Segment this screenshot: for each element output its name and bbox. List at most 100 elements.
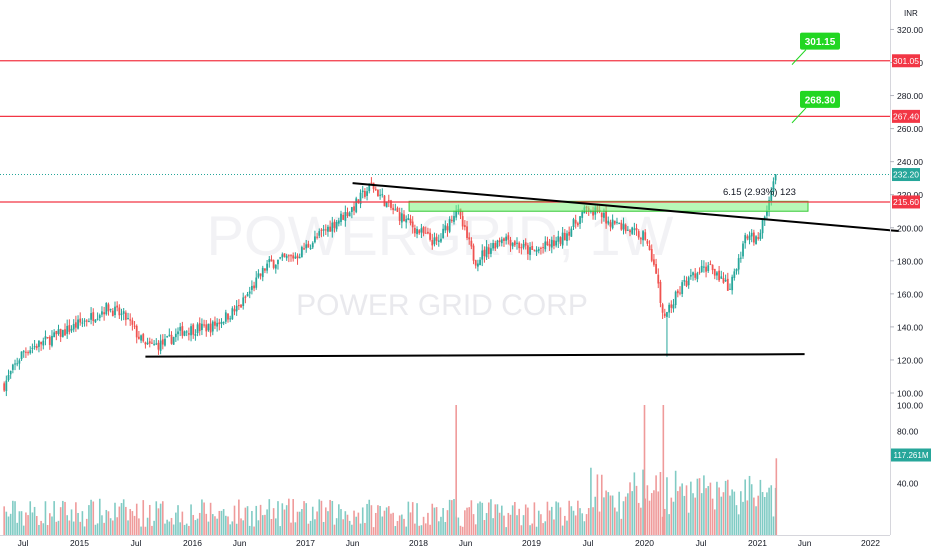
volume-spike-bar: [662, 405, 665, 535]
candle-body: [235, 305, 238, 312]
volume-bar: [333, 524, 336, 535]
volume-bar: [427, 512, 429, 535]
volume-bar: [490, 499, 492, 535]
volume-bar: [101, 515, 103, 535]
candle-body: [535, 250, 538, 252]
target-box[interactable]: [800, 32, 840, 50]
candle-body: [11, 364, 14, 370]
volume-bar: [683, 495, 686, 535]
candle-body: [550, 239, 553, 248]
candle-body: [57, 329, 60, 334]
volume-bar: [655, 475, 657, 535]
candle-body: [316, 236, 318, 238]
candle-body: [44, 336, 47, 340]
candle-body: [650, 249, 653, 261]
candle-body: [244, 296, 247, 298]
candle-body: [303, 248, 305, 250]
candle-body: [453, 216, 455, 222]
volume-bar: [35, 516, 38, 535]
volume-bar: [516, 515, 518, 535]
volume-bar: [305, 503, 308, 535]
volume-bar: [637, 502, 640, 535]
volume-bar: [81, 511, 84, 535]
candle-body: [68, 325, 71, 332]
candle-body: [170, 334, 173, 344]
volume-bar: [744, 479, 746, 535]
price-axis[interactable]: 340.00320.00300.00280.00260.00240.00220.…: [890, 0, 923, 399]
candle-body: [674, 291, 677, 306]
candle-body: [101, 311, 103, 315]
volume-bar: [629, 482, 631, 535]
candle-body: [766, 211, 768, 216]
candle-body: [553, 240, 555, 246]
candle-body: [392, 207, 395, 210]
volume-bar: [40, 520, 42, 535]
candle-body: [27, 352, 29, 354]
candle-body: [55, 330, 58, 335]
descending-resistance-trendline[interactable]: [352, 182, 899, 233]
candle-body: [490, 248, 492, 254]
price-tick-label: 340.00: [897, 0, 923, 2]
volume-bar: [711, 498, 714, 535]
candle-body: [98, 315, 101, 319]
candle-body: [74, 322, 77, 328]
price-tick-label: 220.00: [897, 190, 923, 200]
volume-bar: [370, 505, 373, 535]
volume-bar: [179, 522, 181, 535]
volume-bar: [407, 501, 410, 535]
volume-bar: [38, 524, 40, 535]
volume-bar: [22, 525, 25, 535]
candle-body: [670, 304, 673, 308]
volume-bar: [70, 509, 73, 535]
volume-spike-bar: [643, 405, 646, 535]
volume-bar: [403, 518, 405, 535]
candle-body: [83, 320, 86, 322]
candle-body: [722, 278, 725, 283]
candle-body: [164, 338, 166, 346]
candle-body: [16, 363, 19, 365]
volume-bar: [109, 518, 112, 535]
support-trendline[interactable]: [145, 353, 805, 358]
candle-body: [209, 323, 212, 333]
volume-bar: [398, 515, 401, 535]
volume-bar: [33, 506, 36, 535]
time-axis[interactable]: Jul 2015 Jul 2016 Jun 2017 Jun 2018 Jun 2019 Jul 20…: [18, 538, 881, 548]
candle-body: [524, 242, 527, 246]
candle-body: [724, 279, 727, 282]
candle-body: [446, 226, 449, 231]
candle-body: [240, 304, 242, 308]
candle-body: [133, 325, 136, 327]
candle-body: [207, 323, 210, 331]
volume-bar: [409, 512, 412, 535]
volume-bar: [351, 524, 353, 535]
volume-bar: [494, 504, 497, 535]
candle-body: [153, 343, 156, 345]
volume-bar: [537, 510, 540, 535]
volume-bar: [320, 500, 323, 535]
candle-body: [366, 191, 368, 196]
candle-body: [192, 324, 195, 335]
candle-body: [300, 247, 303, 258]
drawings[interactable]: 6.15 (2.93%) 123 301.15 268.30: [0, 32, 899, 358]
volume-bar: [25, 512, 27, 535]
volume-bar: [720, 496, 723, 535]
volume-tick-label: 100.00: [897, 401, 923, 411]
price-tick-label: 180.00: [897, 256, 923, 266]
volume-bar: [700, 493, 703, 535]
candle-body: [229, 318, 232, 320]
volume-bar: [587, 508, 590, 535]
candle-body: [148, 341, 151, 344]
target-box[interactable]: [800, 90, 840, 108]
volume-bar: [116, 517, 118, 535]
volume-bar: [611, 495, 614, 535]
volume-bar: [487, 502, 490, 535]
candle-body: [459, 208, 462, 216]
volume-bar: [44, 501, 47, 535]
volume-bar: [53, 501, 55, 535]
volume-bar: [374, 512, 377, 535]
volume-bar: [687, 512, 690, 535]
volume-bar: [770, 485, 773, 535]
candle-body: [279, 257, 282, 259]
